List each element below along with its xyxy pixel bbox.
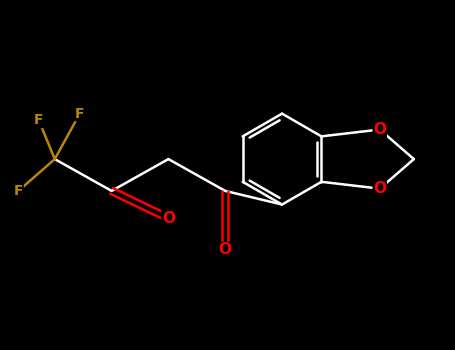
Text: F: F — [75, 107, 85, 121]
Text: F: F — [14, 184, 23, 198]
Text: O: O — [373, 181, 386, 196]
Text: O: O — [219, 243, 232, 258]
Text: O: O — [162, 211, 175, 226]
Text: O: O — [373, 122, 386, 137]
Text: F: F — [34, 113, 44, 127]
